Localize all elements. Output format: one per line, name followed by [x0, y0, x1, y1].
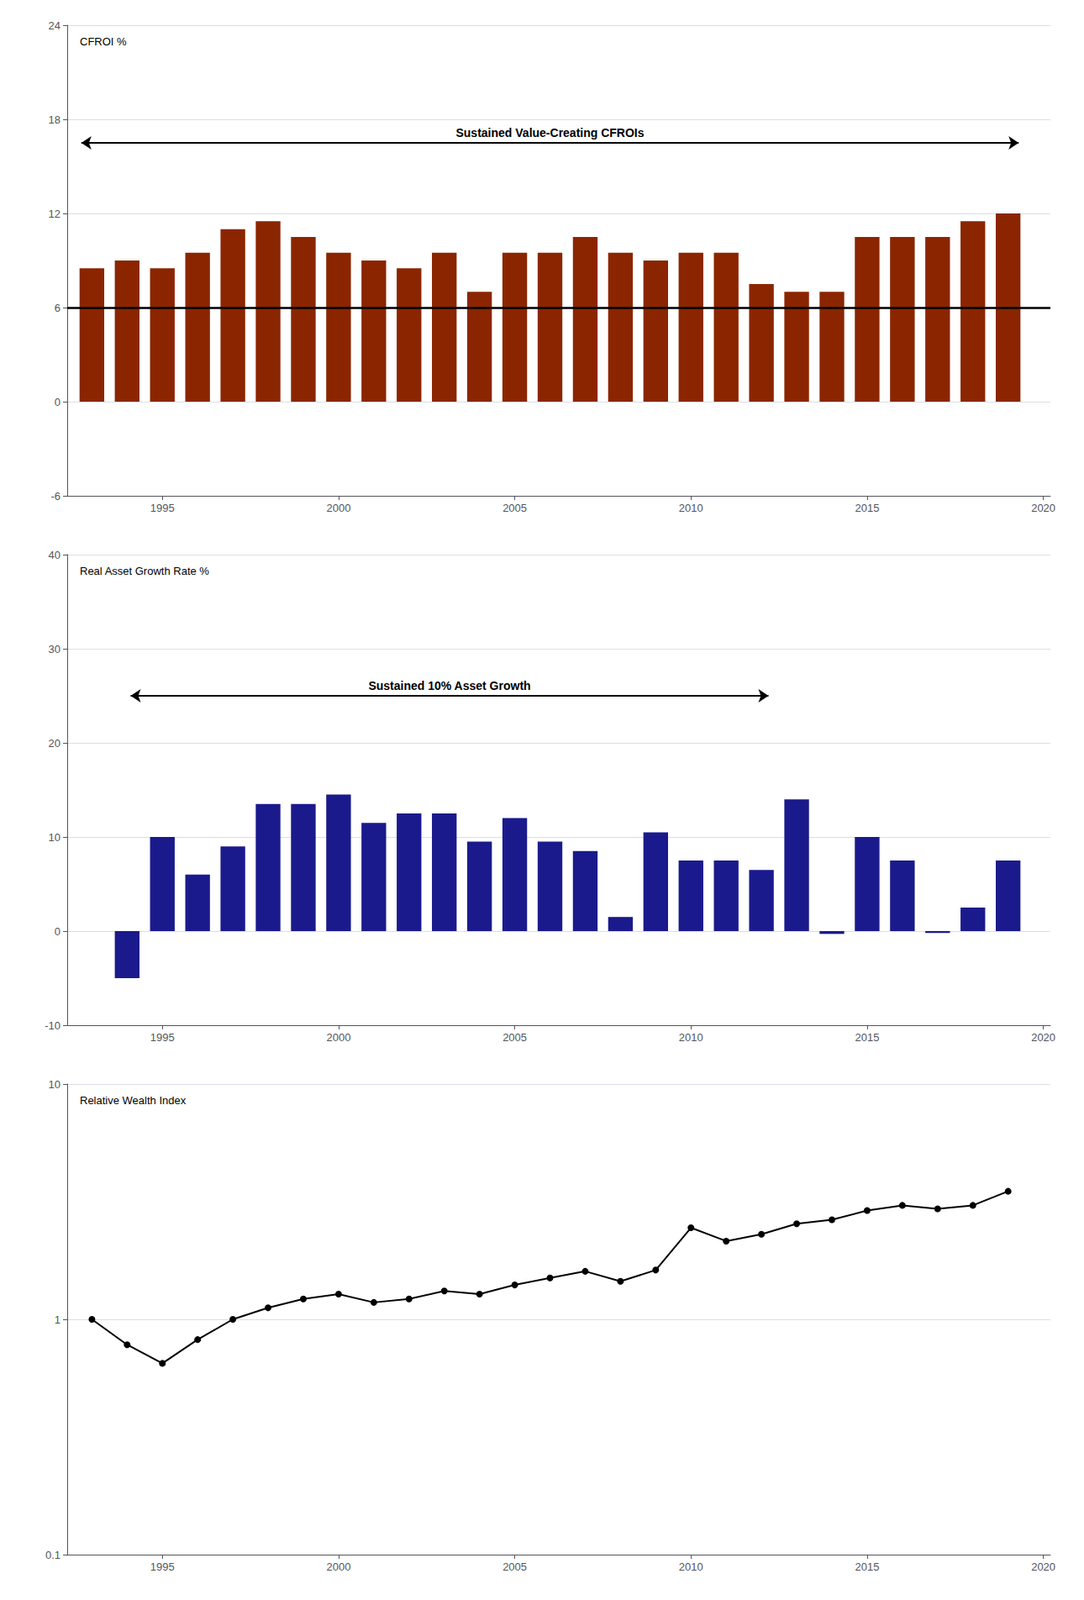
svg-text:0: 0	[54, 925, 61, 938]
svg-text:Sustained 10% Asset Growth: Sustained 10% Asset Growth	[368, 678, 531, 693]
svg-text:18: 18	[48, 113, 61, 127]
svg-text:2005: 2005	[502, 1560, 527, 1574]
svg-text:24: 24	[48, 19, 61, 32]
svg-text:2010: 2010	[678, 1560, 704, 1574]
svg-text:12: 12	[48, 207, 61, 221]
svg-text:6: 6	[54, 301, 61, 315]
svg-text:0.1: 0.1	[45, 1548, 61, 1562]
svg-text:2000: 2000	[326, 1031, 351, 1044]
svg-text:2000: 2000	[326, 501, 351, 515]
svg-text:2005: 2005	[502, 1031, 527, 1044]
svg-text:30: 30	[48, 642, 61, 656]
svg-text:2015: 2015	[854, 1031, 879, 1044]
svg-text:1995: 1995	[150, 501, 175, 515]
svg-text:Relative Wealth Index: Relative Wealth Index	[79, 1094, 187, 1107]
svg-text:-6: -6	[50, 489, 61, 503]
svg-text:2005: 2005	[502, 501, 527, 515]
svg-text:40: 40	[48, 548, 61, 562]
svg-text:Sustained Value-Creating CFROI: Sustained Value-Creating CFROIs	[455, 126, 644, 140]
svg-text:20: 20	[48, 736, 61, 750]
svg-text:2020: 2020	[1031, 501, 1056, 515]
svg-text:10: 10	[48, 831, 61, 844]
svg-text:CFROI %: CFROI %	[79, 35, 127, 48]
svg-text:0: 0	[54, 395, 61, 409]
svg-text:10: 10	[48, 1078, 61, 1091]
svg-text:1995: 1995	[150, 1031, 175, 1044]
svg-text:2020: 2020	[1031, 1031, 1056, 1044]
svg-text:2010: 2010	[678, 501, 704, 515]
svg-text:-10: -10	[44, 1019, 61, 1032]
svg-text:2010: 2010	[678, 1031, 704, 1044]
svg-text:2020: 2020	[1031, 1560, 1056, 1574]
svg-text:1995: 1995	[150, 1560, 175, 1574]
svg-text:2015: 2015	[854, 1560, 879, 1574]
svg-text:1: 1	[54, 1313, 61, 1327]
svg-text:2015: 2015	[854, 501, 879, 515]
svg-text:Real Asset Growth Rate %: Real Asset Growth Rate %	[79, 564, 210, 578]
svg-text:2000: 2000	[326, 1560, 351, 1574]
